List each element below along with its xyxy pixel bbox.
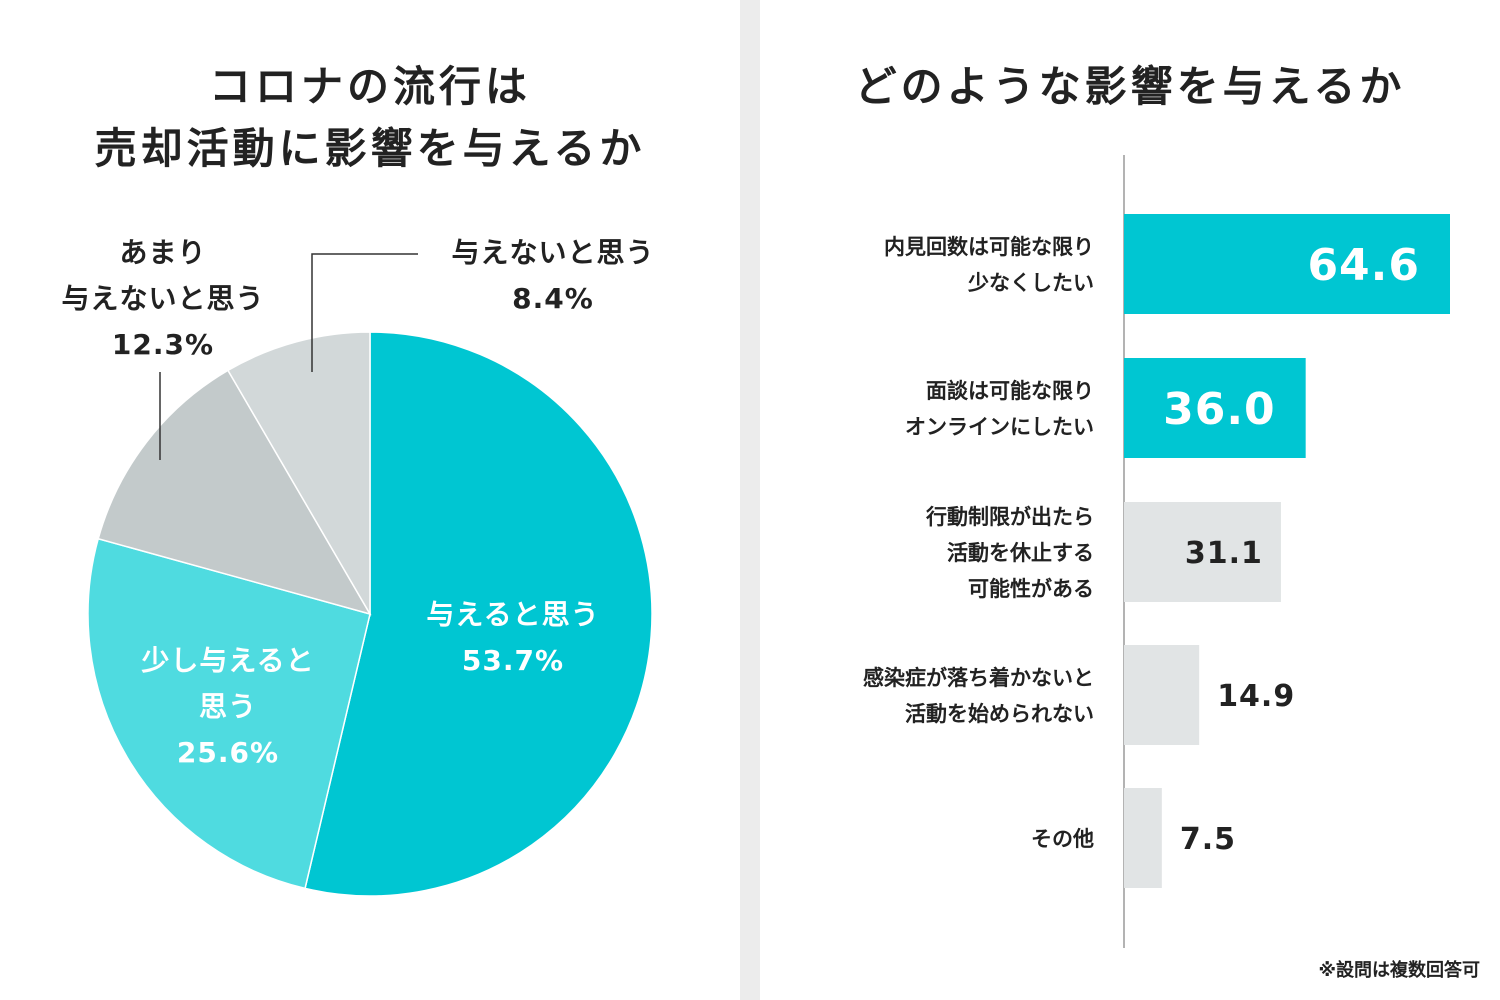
pie-panel: コロナの流行は 売却活動に影響を与えるか 与えると思う 53.7% 少し与えると思う… — [0, 0, 740, 1000]
bar — [1124, 502, 1281, 602]
pie-slice — [226, 331, 371, 617]
pie-chart-title: コロナの流行は 売却活動に影響を与えるか — [0, 56, 740, 180]
bar-category-label: 面談は可能な限りオンラインにしたい — [905, 379, 1094, 439]
leader-line — [311, 253, 418, 372]
bar-value-label: 14.9 — [1217, 679, 1295, 714]
pie-title-line-1: コロナの流行は — [208, 62, 531, 111]
bar-category-label: 内見回数は可能な限り少なくしたい — [884, 235, 1094, 295]
bar — [1124, 645, 1200, 745]
bar-category-label: 感染症が落ち着かないと活動を始められない — [863, 666, 1094, 726]
pie-slice-label: あまり与えないと思う 12.3% — [61, 236, 264, 361]
pie-slice-label: 少し与えると思う 25.6% — [141, 644, 314, 769]
pie-slice — [97, 369, 372, 616]
bar-chart-title: どのような影響を与えるか — [854, 62, 1406, 111]
bar-value-label: 31.1 — [1185, 536, 1263, 571]
pie-slice-label: 与えないと思う 8.4% — [451, 236, 654, 315]
bar — [1124, 788, 1162, 888]
pie-chart: 与えると思う 53.7% 少し与えると思う 25.6% あまり与えないと思う 12.3% 与… — [61, 236, 654, 897]
bar-category-label: 行動制限が出たら活動を休止する可能性がある — [925, 505, 1094, 601]
multiple-answer-note: ※設問は複数回答可 — [1318, 960, 1481, 981]
panel-divider — [740, 0, 760, 1000]
bar-value-label: 7.5 — [1180, 822, 1236, 857]
pie-slice-label: 与えると思う 53.7% — [426, 598, 599, 677]
bar-value-label: 64.6 — [1307, 240, 1420, 291]
bar-chart: 内見回数は可能な限り少なくしたい 64.6 面談は可能な限りオンラインにしたい 36.… — [863, 155, 1450, 948]
pie-title-line-2: 売却活動に影響を与えるか — [94, 124, 646, 173]
pie-slice — [87, 537, 371, 890]
bar — [1124, 214, 1450, 314]
bar-value-label: 36.0 — [1163, 384, 1276, 435]
bar-category-label: その他 — [1031, 827, 1094, 851]
bar — [1124, 358, 1306, 458]
pie-slice — [304, 331, 653, 897]
bar-panel: どのような影響を与えるか 内見回数は可能な限り少なくしたい 64.6 面談は可能な限… — [760, 0, 1500, 1000]
